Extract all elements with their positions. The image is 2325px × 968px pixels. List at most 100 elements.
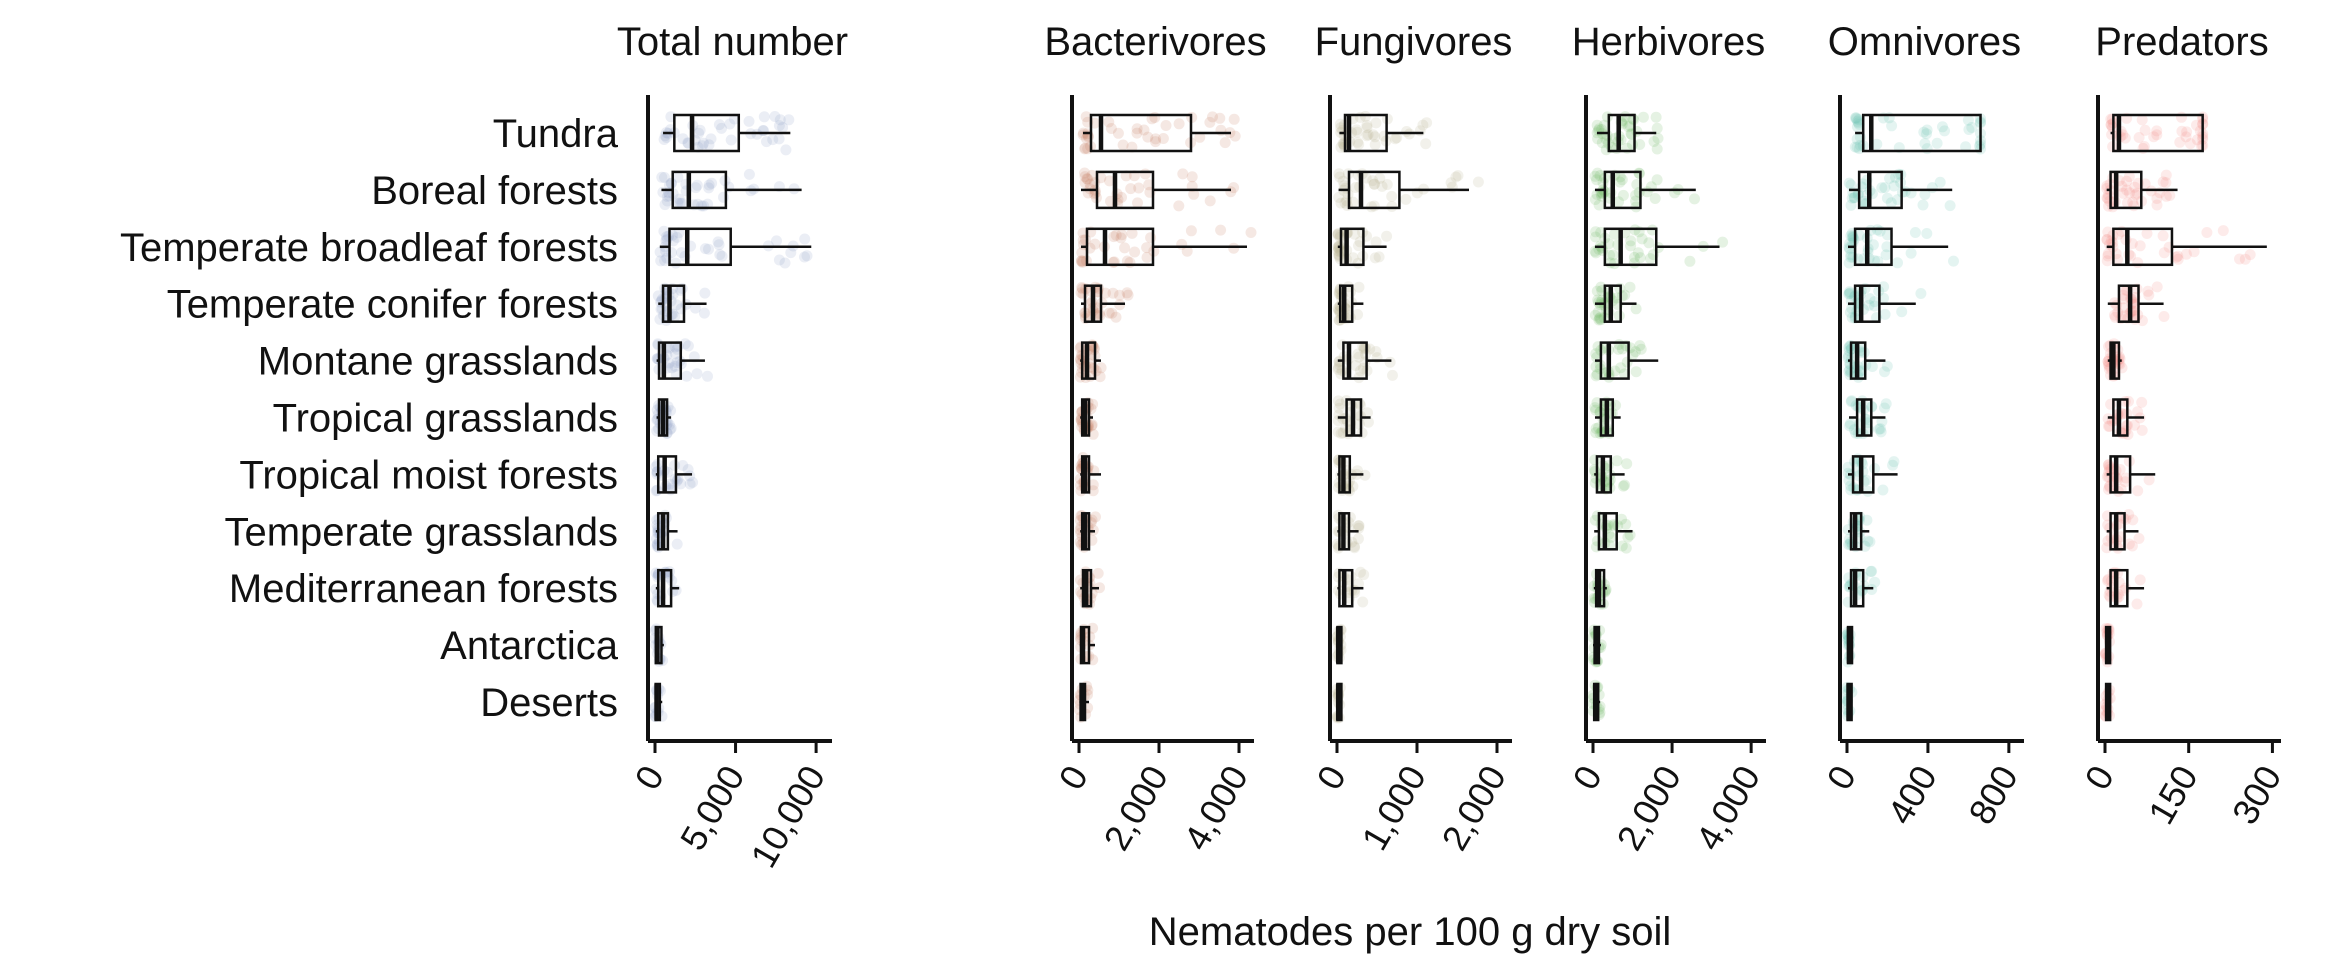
data-point xyxy=(2120,472,2132,484)
data-point xyxy=(2130,189,2142,201)
data-point xyxy=(1207,111,1218,123)
x-tick-label: 4,000 xyxy=(1175,759,1256,858)
data-point xyxy=(1149,112,1161,123)
data-point xyxy=(1593,123,1605,135)
data-point xyxy=(2123,171,2135,183)
data-point xyxy=(1370,117,1382,129)
data-point xyxy=(1869,255,1880,267)
data-point xyxy=(2158,247,2170,259)
data-point xyxy=(1624,120,1636,132)
data-point xyxy=(1593,125,1604,136)
data-point xyxy=(666,362,678,374)
data-point xyxy=(684,470,696,482)
iqr-box xyxy=(2109,455,2132,494)
data-point xyxy=(1844,286,1855,298)
data-point xyxy=(1335,141,1347,153)
data-point xyxy=(1381,230,1393,242)
data-point xyxy=(669,311,681,323)
x-tick-label: 150 xyxy=(2140,759,2206,832)
data-point xyxy=(713,239,725,251)
data-point xyxy=(1630,189,1642,201)
data-point xyxy=(1116,229,1128,241)
data-point xyxy=(1651,122,1663,134)
data-point xyxy=(2123,538,2135,550)
data-point xyxy=(1626,139,1638,150)
data-point xyxy=(1630,366,1642,378)
data-point xyxy=(777,122,789,133)
data-point xyxy=(1079,142,1091,154)
data-point xyxy=(1880,398,1892,410)
data-point xyxy=(1386,190,1398,202)
data-point xyxy=(1362,407,1373,419)
data-point xyxy=(1960,141,1972,153)
x-tick-label: 400 xyxy=(1879,759,1945,832)
data-point xyxy=(2180,248,2192,260)
data-point xyxy=(1369,252,1381,264)
data-point xyxy=(687,476,699,488)
data-point xyxy=(1619,479,1631,491)
data-point xyxy=(2132,406,2144,418)
iqr-box xyxy=(1095,170,1155,210)
data-point xyxy=(656,171,668,183)
data-point xyxy=(1367,129,1379,141)
data-point xyxy=(1591,189,1603,200)
data-point xyxy=(699,243,711,255)
data-point xyxy=(2126,540,2138,552)
data-point xyxy=(1228,113,1240,125)
data-point xyxy=(1875,426,1887,438)
data-point xyxy=(2195,140,2207,152)
data-point xyxy=(1117,139,1129,151)
panel-title: Total number xyxy=(617,20,848,64)
data-point xyxy=(2112,254,2124,265)
data-point xyxy=(2116,180,2128,192)
data-point xyxy=(1851,141,1863,153)
data-point xyxy=(1353,520,1364,532)
data-point xyxy=(1866,361,1878,372)
panel-title: Predators xyxy=(2095,20,2268,64)
data-point xyxy=(1880,249,1892,261)
data-point xyxy=(761,136,772,148)
data-point xyxy=(2174,136,2186,148)
data-point xyxy=(1181,245,1193,257)
iqr-box xyxy=(1861,113,1982,153)
data-point xyxy=(1869,576,1881,588)
data-point xyxy=(1358,569,1370,581)
data-point xyxy=(1615,362,1627,374)
data-point xyxy=(713,119,725,131)
data-point xyxy=(1332,395,1344,407)
data-point xyxy=(1616,513,1627,525)
data-point xyxy=(2132,485,2144,497)
data-point xyxy=(1141,242,1153,254)
data-point xyxy=(677,460,689,471)
data-point xyxy=(773,120,785,132)
iqr-box xyxy=(1599,341,1630,380)
data-point xyxy=(2121,184,2133,196)
category-labels-layer: Tundra Boreal forests Temperate broadleaf … xyxy=(120,112,619,725)
data-point xyxy=(1333,191,1345,203)
data-point xyxy=(1843,177,1855,189)
data-point xyxy=(1115,232,1127,244)
data-point xyxy=(1087,428,1099,440)
data-point xyxy=(1590,427,1602,439)
data-point xyxy=(2157,230,2169,242)
data-point xyxy=(1088,363,1100,374)
data-point xyxy=(2119,396,2131,407)
data-point xyxy=(1351,126,1363,138)
data-point xyxy=(1873,423,1885,435)
data-point xyxy=(1878,281,1890,293)
data-point xyxy=(1624,281,1636,293)
data-point xyxy=(1871,138,1883,150)
data-point xyxy=(1590,404,1602,416)
data-point xyxy=(1613,343,1624,355)
data-point xyxy=(2191,134,2203,146)
data-point xyxy=(1333,251,1345,262)
data-point xyxy=(1095,362,1107,374)
data-point xyxy=(1332,426,1344,438)
data-point xyxy=(724,118,736,130)
data-point xyxy=(780,144,792,156)
data-point xyxy=(1334,171,1346,183)
data-point xyxy=(1354,365,1366,377)
data-point xyxy=(1621,356,1633,368)
data-point xyxy=(1887,459,1899,471)
data-point xyxy=(1107,287,1119,299)
